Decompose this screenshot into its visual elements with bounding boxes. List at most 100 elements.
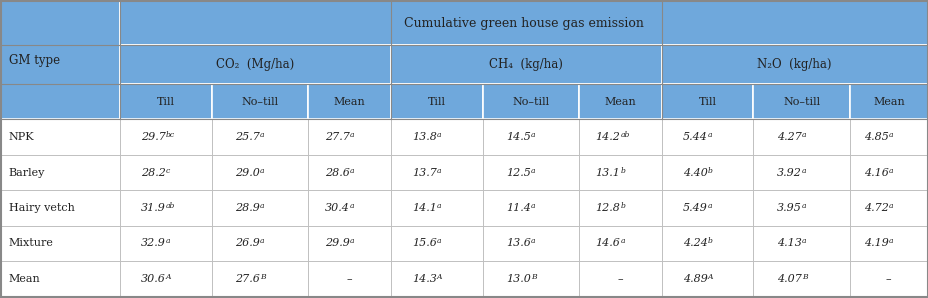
Text: Till: Till: [157, 97, 174, 107]
Text: CH₄  (kg/ha): CH₄ (kg/ha): [489, 58, 562, 71]
Text: a: a: [349, 167, 354, 175]
Bar: [579, 155, 661, 190]
Text: Mean: Mean: [872, 97, 904, 107]
Bar: [120, 190, 212, 226]
Bar: [483, 155, 579, 190]
Text: 14.6: 14.6: [595, 238, 620, 249]
Bar: [661, 45, 927, 84]
Text: 4.89: 4.89: [682, 274, 707, 284]
Text: a: a: [888, 131, 893, 139]
Text: bc: bc: [166, 131, 175, 139]
Text: 28.2: 28.2: [141, 167, 166, 178]
Text: Mean: Mean: [604, 97, 636, 107]
Bar: [120, 1, 927, 45]
Text: 12.8: 12.8: [595, 203, 620, 213]
Bar: [391, 45, 661, 84]
Text: a: a: [707, 131, 712, 139]
Bar: [483, 226, 579, 261]
Bar: [849, 155, 927, 190]
Text: ab: ab: [620, 131, 629, 139]
Text: 29.9: 29.9: [325, 238, 349, 249]
Text: a: a: [436, 167, 441, 175]
Text: a: a: [801, 238, 806, 246]
Text: 3.95: 3.95: [776, 203, 801, 213]
Text: a: a: [260, 131, 264, 139]
Text: b: b: [620, 167, 625, 175]
Text: 4.40: 4.40: [682, 167, 707, 178]
Bar: [753, 119, 849, 155]
Text: 4.19: 4.19: [863, 238, 888, 249]
Text: 31.9: 31.9: [141, 203, 166, 213]
Bar: [753, 155, 849, 190]
Bar: [661, 155, 753, 190]
Text: 13.1: 13.1: [595, 167, 620, 178]
Text: Mean: Mean: [333, 97, 366, 107]
Text: 13.7: 13.7: [411, 167, 436, 178]
Bar: [212, 119, 308, 155]
Text: Barley: Barley: [8, 167, 45, 178]
Text: a: a: [531, 131, 535, 139]
Bar: [308, 155, 391, 190]
Text: 3.92: 3.92: [776, 167, 801, 178]
Bar: [212, 84, 308, 119]
Text: 5.44: 5.44: [682, 132, 707, 142]
Text: A: A: [436, 273, 442, 281]
Text: –: –: [885, 274, 891, 284]
Bar: [1, 119, 120, 155]
Bar: [391, 261, 483, 297]
Text: B: B: [531, 273, 536, 281]
Text: a: a: [349, 131, 354, 139]
Bar: [212, 190, 308, 226]
Text: a: a: [888, 167, 893, 175]
Text: 32.9: 32.9: [141, 238, 166, 249]
Bar: [120, 226, 212, 261]
Text: a: a: [620, 238, 625, 246]
Text: 14.1: 14.1: [411, 203, 436, 213]
Text: Till: Till: [698, 97, 715, 107]
Bar: [753, 190, 849, 226]
Text: B: B: [801, 273, 806, 281]
Bar: [753, 226, 849, 261]
Text: 4.16: 4.16: [863, 167, 888, 178]
Text: a: a: [888, 202, 893, 210]
Bar: [579, 190, 661, 226]
Bar: [391, 226, 483, 261]
Bar: [308, 84, 391, 119]
Bar: [661, 226, 753, 261]
Text: b: b: [707, 167, 712, 175]
Text: 14.3: 14.3: [411, 274, 436, 284]
Text: a: a: [349, 238, 354, 246]
Bar: [391, 119, 483, 155]
Bar: [212, 261, 308, 297]
Text: ab: ab: [166, 202, 175, 210]
Text: 25.7: 25.7: [235, 132, 260, 142]
Text: No–till: No–till: [241, 97, 278, 107]
Bar: [308, 226, 391, 261]
Text: Cumulative green house gas emission: Cumulative green house gas emission: [404, 17, 643, 30]
Text: A: A: [166, 273, 172, 281]
Text: a: a: [436, 131, 441, 139]
Text: –: –: [617, 274, 623, 284]
Bar: [308, 119, 391, 155]
Text: a: a: [436, 202, 441, 210]
Text: No–till: No–till: [782, 97, 819, 107]
Bar: [120, 84, 212, 119]
Bar: [849, 84, 927, 119]
Bar: [1, 190, 120, 226]
Text: 11.4: 11.4: [506, 203, 531, 213]
Bar: [120, 261, 212, 297]
Text: Mixture: Mixture: [8, 238, 54, 249]
Text: b: b: [707, 238, 712, 246]
Text: A: A: [707, 273, 713, 281]
Bar: [212, 226, 308, 261]
Text: 29.7: 29.7: [141, 132, 166, 142]
Text: a: a: [531, 167, 535, 175]
Text: Till: Till: [428, 97, 445, 107]
Text: 5.49: 5.49: [682, 203, 707, 213]
Text: 14.5: 14.5: [506, 132, 531, 142]
Bar: [483, 190, 579, 226]
Bar: [579, 226, 661, 261]
Text: 30.4: 30.4: [325, 203, 349, 213]
Text: 15.6: 15.6: [411, 238, 436, 249]
Bar: [1, 226, 120, 261]
